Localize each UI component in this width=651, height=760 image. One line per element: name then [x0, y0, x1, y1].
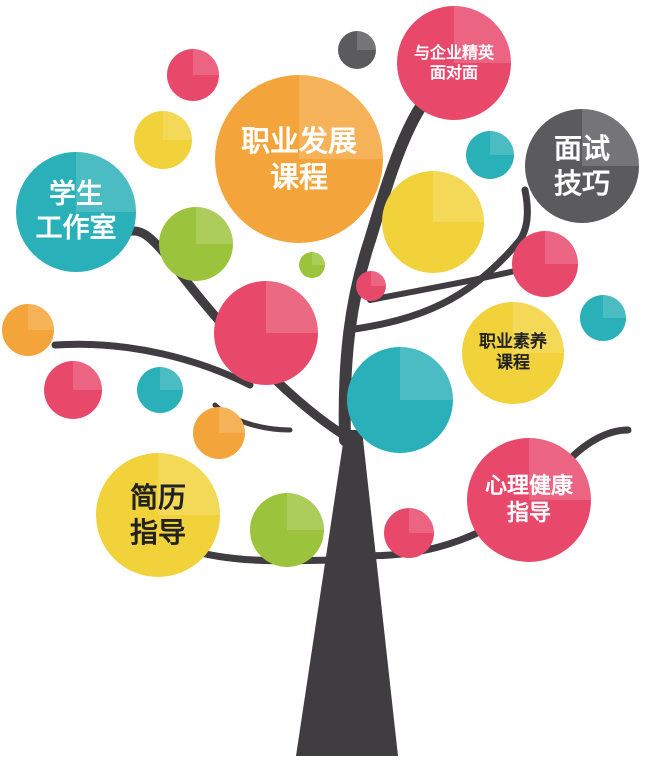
trunk-upper — [338, 102, 426, 446]
branch-left-main — [123, 226, 357, 445]
topic-bubble-mental-health[interactable] — [467, 438, 591, 562]
decor-bubble — [382, 171, 484, 273]
bubble-shine — [160, 367, 183, 390]
decor-bubble — [2, 304, 54, 356]
bubble-shine — [357, 31, 376, 50]
decor-bubble — [466, 131, 514, 179]
decor-bubble — [250, 493, 324, 567]
decor-bubble — [137, 367, 183, 413]
topic-bubble-student-studio[interactable] — [16, 152, 136, 272]
bubble-shine — [400, 347, 453, 400]
bubble-shine — [433, 171, 484, 222]
decor-bubble — [44, 361, 102, 419]
bubble-shine — [454, 6, 511, 63]
bubble-shine — [158, 453, 220, 515]
bubble-shine — [266, 281, 318, 333]
bubble-shine — [219, 407, 245, 433]
bubble-shine — [513, 302, 564, 353]
branch-right-upper — [344, 186, 531, 334]
decor-bubble — [580, 295, 626, 341]
decor-bubble — [338, 31, 376, 69]
bubble-shine — [76, 152, 136, 212]
decor-bubble — [384, 508, 434, 558]
topic-bubble-interview-skills[interactable] — [525, 109, 639, 223]
bubble-shine — [582, 109, 639, 166]
decor-bubble — [299, 252, 325, 278]
bubble-shine — [28, 304, 54, 330]
decor-bubble — [512, 231, 578, 297]
bubble-shine — [312, 252, 325, 265]
trunk — [296, 430, 398, 756]
bubble-shine — [287, 493, 324, 530]
bubble-shine — [73, 361, 102, 390]
decor-bubble — [193, 407, 245, 459]
bubble-shine — [529, 438, 591, 500]
decor-bubble — [356, 271, 386, 301]
bubble-shine — [409, 508, 434, 533]
branch-left-mid — [51, 340, 254, 389]
bubble-shine — [603, 295, 626, 318]
decor-bubble — [347, 347, 453, 453]
bubble-shine — [196, 207, 233, 244]
decor-bubble-large — [214, 281, 318, 385]
bubble-shine — [163, 111, 192, 140]
topic-bubble-elite-meeting[interactable] — [397, 6, 511, 120]
bubble-shine — [299, 75, 383, 159]
topic-bubble-career-course[interactable] — [215, 75, 383, 243]
decor-bubble — [134, 111, 192, 169]
decor-bubble — [167, 49, 219, 101]
bubble-shine — [193, 49, 219, 75]
bubble-shine — [545, 231, 578, 264]
decor-bubble — [159, 207, 233, 281]
topic-bubble-quality-course[interactable] — [462, 302, 564, 404]
topic-bubble-resume-guidance[interactable] — [96, 453, 220, 577]
bubble-shine — [490, 131, 514, 155]
bubble-shine — [371, 271, 386, 286]
